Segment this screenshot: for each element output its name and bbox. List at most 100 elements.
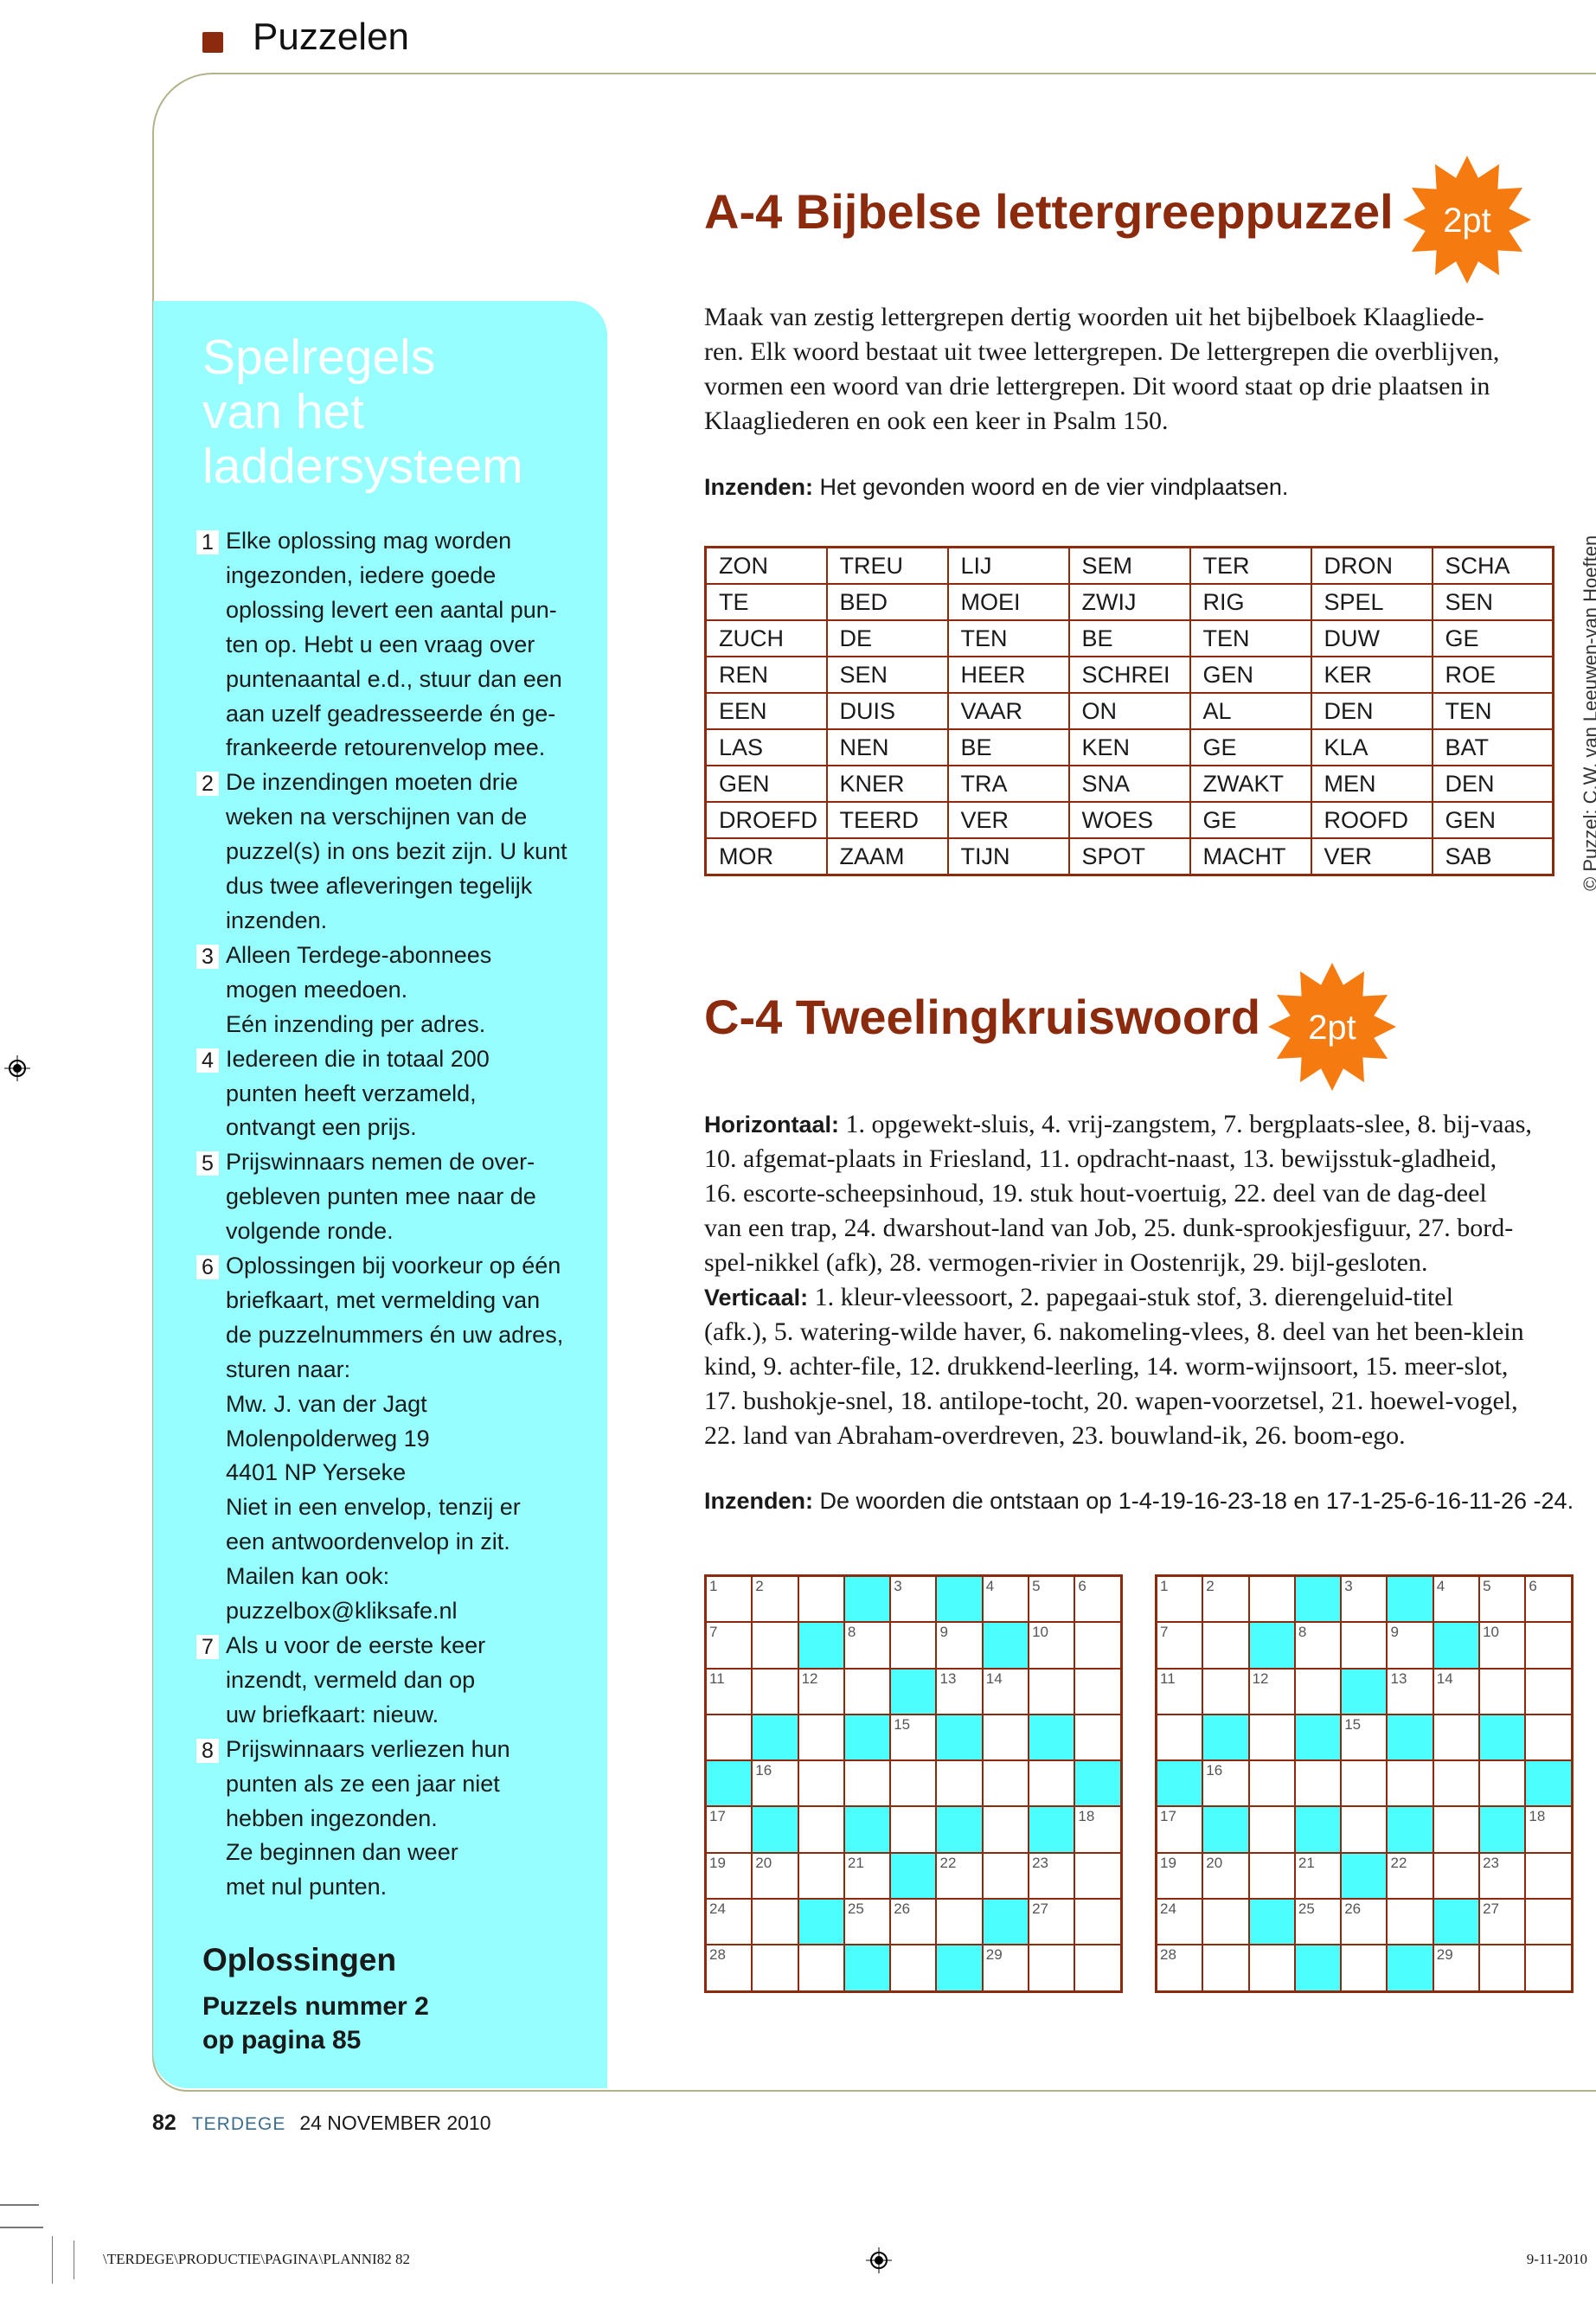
grid-cell[interactable] [1433,1806,1480,1853]
grid-cell[interactable]: 25 [1294,1899,1342,1945]
grid-cell[interactable]: 13 [936,1668,983,1715]
grid-cell[interactable]: 19 [706,1852,753,1900]
grid-cell[interactable]: 23 [1029,1852,1075,1900]
grid-cell[interactable]: 20 [1202,1852,1249,1900]
grid-cell[interactable] [798,1714,844,1761]
grid-cell[interactable]: 17 [1157,1806,1203,1853]
grid-cell[interactable] [1525,1945,1572,1991]
grid-cell[interactable]: 22 [1387,1852,1433,1900]
grid-cell[interactable]: 22 [936,1852,983,1900]
grid-cell[interactable]: 24 [1157,1899,1203,1945]
grid-cell[interactable]: 27 [1029,1899,1075,1945]
grid-cell[interactable] [752,1622,798,1669]
grid-cell[interactable] [890,1945,937,1991]
grid-cell[interactable] [843,1760,891,1807]
grid-cell[interactable] [1341,1760,1388,1807]
grid-cell[interactable] [1525,1622,1572,1669]
grid-cell[interactable] [1157,1714,1203,1761]
grid-cell[interactable]: 13 [1387,1668,1433,1715]
grid-cell[interactable]: 15 [890,1714,937,1761]
grid-cell[interactable] [752,1899,798,1945]
grid-cell[interactable]: 29 [1433,1945,1480,1991]
grid-cell[interactable]: 29 [982,1945,1029,1991]
grid-cell[interactable] [1525,1852,1572,1900]
grid-cell[interactable] [1479,1760,1526,1807]
grid-cell[interactable] [1074,1899,1121,1945]
grid-cell[interactable] [1248,1760,1295,1807]
grid-cell[interactable] [1074,1622,1121,1669]
grid-cell[interactable]: 8 [843,1622,891,1669]
grid-cell[interactable] [1029,1945,1075,1991]
grid-cell[interactable] [1202,1668,1249,1715]
grid-cell[interactable] [1248,1806,1295,1853]
grid-cell[interactable] [1433,1760,1480,1807]
grid-cell[interactable] [1433,1714,1480,1761]
grid-cell[interactable] [798,1806,844,1853]
grid-cell[interactable]: 26 [890,1899,937,1945]
grid-cell[interactable] [1074,1945,1121,1991]
grid-cell[interactable]: 10 [1029,1622,1075,1669]
grid-cell[interactable]: 28 [1157,1945,1203,1991]
grid-cell[interactable] [1074,1714,1121,1761]
grid-cell[interactable] [1341,1622,1388,1669]
grid-cell[interactable] [1341,1806,1388,1853]
grid-cell[interactable]: 9 [1387,1622,1433,1669]
grid-cell[interactable] [982,1760,1029,1807]
grid-cell[interactable]: 6 [1525,1576,1572,1623]
grid-cell[interactable]: 3 [890,1576,937,1623]
grid-cell[interactable]: 2 [752,1576,798,1623]
grid-cell[interactable] [1029,1668,1075,1715]
grid-cell[interactable] [1248,1945,1295,1991]
grid-cell[interactable]: 18 [1074,1806,1121,1853]
grid-cell[interactable] [1433,1852,1480,1900]
grid-cell[interactable]: 17 [706,1806,753,1853]
grid-cell[interactable]: 7 [1157,1622,1203,1669]
grid-cell[interactable] [843,1668,891,1715]
grid-cell[interactable]: 5 [1479,1576,1526,1623]
grid-cell[interactable]: 6 [1074,1576,1121,1623]
grid-cell[interactable]: 16 [1202,1760,1249,1807]
grid-cell[interactable] [1074,1668,1121,1715]
grid-cell[interactable] [1248,1576,1295,1623]
grid-cell[interactable]: 15 [1341,1714,1388,1761]
grid-cell[interactable]: 12 [798,1668,844,1715]
grid-cell[interactable] [1248,1714,1295,1761]
grid-cell[interactable]: 19 [1157,1852,1203,1900]
grid-cell[interactable] [798,1945,844,1991]
grid-cell[interactable]: 24 [706,1899,753,1945]
grid-cell[interactable]: 27 [1479,1899,1526,1945]
grid-cell[interactable] [1387,1760,1433,1807]
grid-cell[interactable]: 1 [706,1576,753,1623]
grid-cell[interactable]: 9 [936,1622,983,1669]
grid-cell[interactable]: 12 [1248,1668,1295,1715]
grid-cell[interactable] [982,1852,1029,1900]
grid-cell[interactable] [798,1576,844,1623]
grid-cell[interactable]: 4 [982,1576,1029,1623]
grid-cell[interactable]: 26 [1341,1899,1388,1945]
grid-cell[interactable] [798,1852,844,1900]
grid-cell[interactable]: 4 [1433,1576,1480,1623]
grid-cell[interactable]: 7 [706,1622,753,1669]
grid-cell[interactable]: 18 [1525,1806,1572,1853]
grid-cell[interactable]: 28 [706,1945,753,1991]
grid-cell[interactable] [890,1760,937,1807]
grid-cell[interactable] [936,1899,983,1945]
grid-cell[interactable]: 23 [1479,1852,1526,1900]
grid-cell[interactable] [1074,1852,1121,1900]
grid-cell[interactable] [706,1714,753,1761]
grid-cell[interactable]: 14 [1433,1668,1480,1715]
grid-cell[interactable]: 11 [706,1668,753,1715]
grid-cell[interactable] [1294,1760,1342,1807]
grid-cell[interactable] [1029,1760,1075,1807]
grid-cell[interactable]: 5 [1029,1576,1075,1623]
grid-cell[interactable] [1202,1622,1249,1669]
grid-cell[interactable] [1479,1945,1526,1991]
grid-cell[interactable] [752,1945,798,1991]
grid-cell[interactable]: 14 [982,1668,1029,1715]
grid-cell[interactable] [1525,1668,1572,1715]
grid-cell[interactable] [890,1622,937,1669]
grid-cell[interactable]: 11 [1157,1668,1203,1715]
grid-cell[interactable] [1202,1899,1249,1945]
grid-cell[interactable] [1341,1945,1388,1991]
grid-cell[interactable] [1479,1668,1526,1715]
